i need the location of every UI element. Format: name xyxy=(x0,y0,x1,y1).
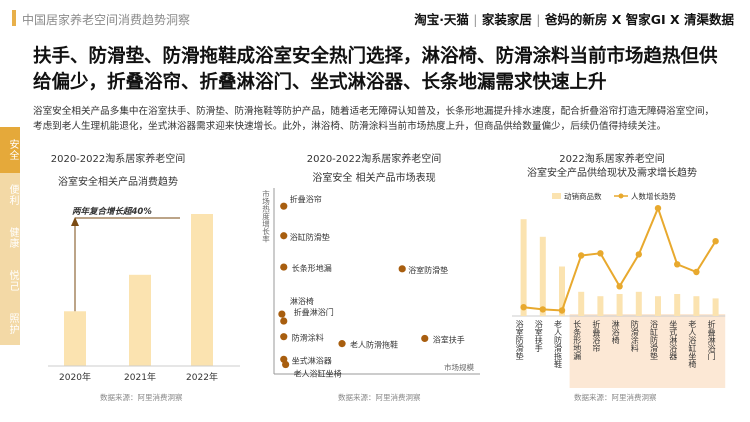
chart2-point xyxy=(278,310,286,318)
chart3-xtick: 长条形地漏 xyxy=(573,319,582,361)
chart3-legend-bar-swatch xyxy=(552,193,561,199)
chart3-line-point xyxy=(539,306,546,313)
chart3-line-point xyxy=(635,251,642,258)
chart1-xtick: 2022年 xyxy=(186,371,218,383)
chart1-subtitle: 浴室安全相关产品消费趋势 xyxy=(58,175,178,188)
chart1-source: 数据来源：阿里消费洞察 xyxy=(100,392,183,402)
chart2-point xyxy=(280,263,288,271)
chart1-xtick: 2021年 xyxy=(124,371,156,383)
chart2-point-label: 浴室扶手 xyxy=(433,334,465,344)
side-tab-care[interactable]: 照护 xyxy=(7,312,18,335)
chart2-ylabel: 市场热度增长率 xyxy=(261,189,270,244)
chart3-title: 2022淘系居家养老空间 xyxy=(559,152,664,165)
headline: 扶手、防滑垫、防滑拖鞋成浴室安全热门选择，淋浴椅、防滑涂料当前市场趋热但供给偏少… xyxy=(33,46,718,93)
chart3-line-point xyxy=(654,205,662,212)
chart3-bar xyxy=(559,266,565,316)
side-tab-joy[interactable]: 悦己 xyxy=(7,269,18,292)
chart2-point xyxy=(280,333,288,341)
chart3-source: 数据来源：阿里消费洞察 xyxy=(574,392,657,402)
chart2-point-label: 老人浴缸坐椅 xyxy=(294,369,342,379)
brand-jiazhuang: 家装家居 xyxy=(481,12,532,27)
brand-bama: 爸妈的新房 xyxy=(544,12,608,27)
chart2-point xyxy=(421,334,429,343)
chart1-arrow-head xyxy=(71,217,79,226)
chart3-bar xyxy=(674,294,681,316)
chart3-bar xyxy=(616,294,623,316)
chart3-highlight-region xyxy=(569,314,726,388)
chart3-xtick: 淋浴椅 xyxy=(611,319,620,344)
brand-sep-1: X xyxy=(611,12,622,27)
description: 浴室安全相关产品多集中在浴室扶手、防滑垫、防滑拖鞋等防护产品，随着适老无障碍认知… xyxy=(33,106,715,132)
chart3-legend-line: 人数增长趋势 xyxy=(631,191,676,201)
header-accent-bar xyxy=(12,10,16,26)
chart2-source: 数据来源：阿里消费洞察 xyxy=(338,392,421,402)
chart2-point-label: 防滑涂料 xyxy=(292,333,324,343)
chart1-xtick: 2020年 xyxy=(59,371,91,383)
chart3-bar xyxy=(520,219,527,316)
chart2-point-label: 浴室防滑垫 xyxy=(408,265,448,275)
chart1-bar xyxy=(64,311,86,366)
chart2-point xyxy=(280,317,288,325)
chart2-point-label: 淋浴椅 xyxy=(290,296,314,306)
chart2-xlabel: 市场规模 xyxy=(444,362,474,372)
chart3-line-point xyxy=(597,250,604,257)
section-title: 中国居家养老空间消费趋势洞察 xyxy=(22,13,191,27)
chart2-point-label: 长条形地漏 xyxy=(292,263,332,273)
chart1-annotation: 两年复合增长超40% xyxy=(72,206,152,217)
chart3-line-point xyxy=(712,238,719,245)
chart3-bar xyxy=(597,296,604,316)
side-tab-health[interactable]: 健康 xyxy=(7,226,18,249)
brand-sep-2: X xyxy=(669,12,680,27)
chart3-bar xyxy=(712,298,719,316)
chart1-title: 2020-2022淘系居家养老空间 xyxy=(51,152,186,165)
chart3-xtick: 折叠浴帘 xyxy=(592,319,601,353)
chart3-bar xyxy=(693,296,700,316)
side-tab-safety[interactable]: 安全 xyxy=(0,127,20,173)
chart3-xtick: 老人防滑拖鞋 xyxy=(554,319,563,369)
chart2-point xyxy=(398,265,406,273)
chart2-subtitle: 浴室安全 相关产品市场表现 xyxy=(312,171,435,184)
chart2-point xyxy=(280,232,288,240)
chart1-bar xyxy=(191,214,213,366)
side-tab-convenience[interactable]: 便利 xyxy=(7,183,18,206)
chart3-line-point xyxy=(674,261,681,268)
chart3-legend-line-dot xyxy=(618,193,624,199)
chart3-xtick: 浴室防滑垫 xyxy=(515,319,524,360)
chart3-xtick: 浴室扶手 xyxy=(534,319,543,353)
chart2-title: 2020-2022淘系居家养老空间 xyxy=(307,152,442,165)
chart2-point xyxy=(280,202,288,210)
brand-taobao: 淘宝·天猫 xyxy=(414,12,469,27)
chart2-point-label: 折叠浴帘 xyxy=(290,194,322,204)
brand-logos: 淘宝·天猫 | 家装家居 | 爸妈的新房 X 智家GI X 清渠数据 xyxy=(414,12,734,27)
chart3-line-point xyxy=(558,307,566,314)
chart3-bar xyxy=(539,236,546,316)
chart2-point xyxy=(338,340,346,348)
chart1-bar xyxy=(129,274,151,366)
chart3-line-point xyxy=(616,283,623,290)
brand-zhijia: 智家GI xyxy=(625,12,666,27)
chart3-subtitle: 浴室安全产品供给现状及需求增长趋势 xyxy=(527,166,697,179)
chart3-xtick: 老人浴缸坐椅 xyxy=(688,319,697,368)
chart3-line-point xyxy=(578,252,585,259)
chart2-point-label: 折叠淋浴门 xyxy=(294,307,334,317)
chart2-point-label: 老人防滑拖鞋 xyxy=(350,340,398,350)
chart3-bar xyxy=(655,296,661,316)
chart3-xtick: 浴缸防滑垫 xyxy=(650,319,659,360)
chart3-xtick: 坐式淋浴器 xyxy=(669,320,678,361)
chart3-line-point xyxy=(520,304,527,311)
chart2-point xyxy=(282,360,290,369)
side-tabs: 安全 便利 健康 悦己 照护 xyxy=(0,127,20,345)
chart3-xtick: 防滑涂料 xyxy=(630,319,639,353)
brand-qingqu: 清渠数据 xyxy=(683,12,734,27)
chart3-line-point xyxy=(693,268,700,276)
chart3-bar xyxy=(578,291,585,316)
chart3-xtick: 折叠淋浴门 xyxy=(707,319,716,361)
chart2-point-label: 坐式淋浴器 xyxy=(292,355,332,365)
chart3-bar xyxy=(635,291,642,316)
chart3-legend-bar: 动销商品数 xyxy=(564,191,602,201)
chart2-point-label: 浴缸防滑垫 xyxy=(290,232,330,242)
